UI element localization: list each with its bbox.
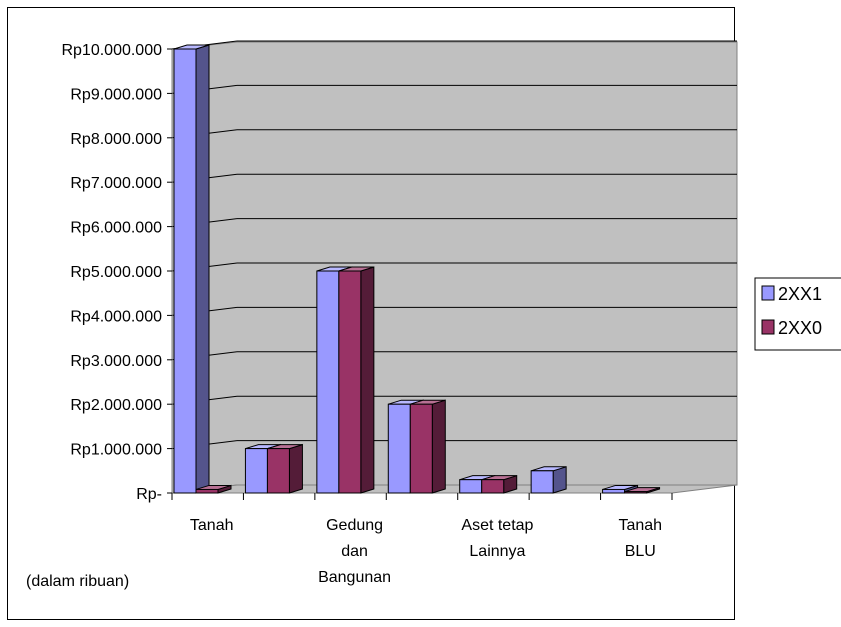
x-category-label: Tanah — [618, 517, 662, 534]
bar-front — [316, 270, 340, 494]
bar-front — [409, 403, 433, 494]
legend-label: 2XX0 — [778, 318, 822, 338]
x-category-label: Aset tetap — [461, 517, 533, 534]
y-axis-ticks: Rp- Rp1.000.000 Rp2.000.000 Rp3.000.000 Rp4.… — [61, 42, 172, 503]
bar-2XX0 — [409, 399, 446, 494]
bar-2XX0 — [481, 475, 518, 494]
bar-front — [530, 470, 554, 494]
bar-side — [360, 266, 375, 494]
bar-front — [173, 48, 197, 494]
bar-side — [288, 443, 303, 494]
bar-front — [244, 448, 268, 494]
bar-front — [459, 479, 483, 494]
x-category-label: Gedung — [326, 517, 383, 534]
plot-back-wall — [171, 41, 738, 494]
x-category-label: Lainnya — [469, 543, 525, 560]
legend-swatch — [761, 319, 775, 335]
bar-2XX1 — [173, 44, 210, 494]
x-category-label: dan — [341, 543, 368, 560]
y-tick-label: Rp4.000.000 — [70, 308, 162, 325]
bar-front — [195, 488, 219, 494]
bar-2XX0 — [266, 443, 303, 494]
legend-swatch — [761, 285, 775, 301]
bar-side — [195, 44, 210, 494]
bar-front — [338, 270, 362, 494]
bar-2XX0 — [195, 484, 232, 494]
legend: 2XX1 2XX0 — [754, 277, 841, 351]
x-category-label: Bangunan — [318, 569, 391, 586]
y-tick-label: Rp2.000.000 — [70, 397, 162, 414]
legend-label: 2XX1 — [778, 284, 822, 304]
bar-side — [552, 466, 567, 494]
bar-2XX0 — [624, 486, 661, 494]
y-tick-label: Rp10.000.000 — [61, 42, 162, 59]
x-category-label: Tanah — [190, 517, 234, 534]
y-tick-label: Rp6.000.000 — [70, 220, 162, 237]
bar-2XX0 — [338, 266, 375, 494]
bar-front — [266, 448, 290, 494]
bars — [173, 44, 661, 494]
x-category-label: BLU — [625, 543, 656, 560]
bar-front — [624, 491, 648, 494]
y-tick-label: Rp9.000.000 — [70, 86, 162, 103]
y-tick-label: Rp- — [136, 486, 162, 503]
y-tick-label: Rp5.000.000 — [70, 264, 162, 281]
bar-2XX1 — [530, 466, 567, 494]
bar-side — [431, 399, 446, 494]
y-tick-label: Rp8.000.000 — [70, 131, 162, 148]
legend-box — [754, 277, 841, 351]
bar-front — [481, 479, 505, 494]
y-tick-label: Rp7.000.000 — [70, 175, 162, 192]
y-tick-label: Rp3.000.000 — [70, 353, 162, 370]
bar-front — [387, 403, 411, 494]
x-axis-labels: Tanah Gedung dan Bangunan Aset tetap Lainnya T… — [171, 493, 673, 586]
y-tick-label: Rp1.000.000 — [70, 442, 162, 459]
units-note: (dalam ribuan) — [26, 573, 129, 590]
bar-front — [602, 488, 626, 494]
